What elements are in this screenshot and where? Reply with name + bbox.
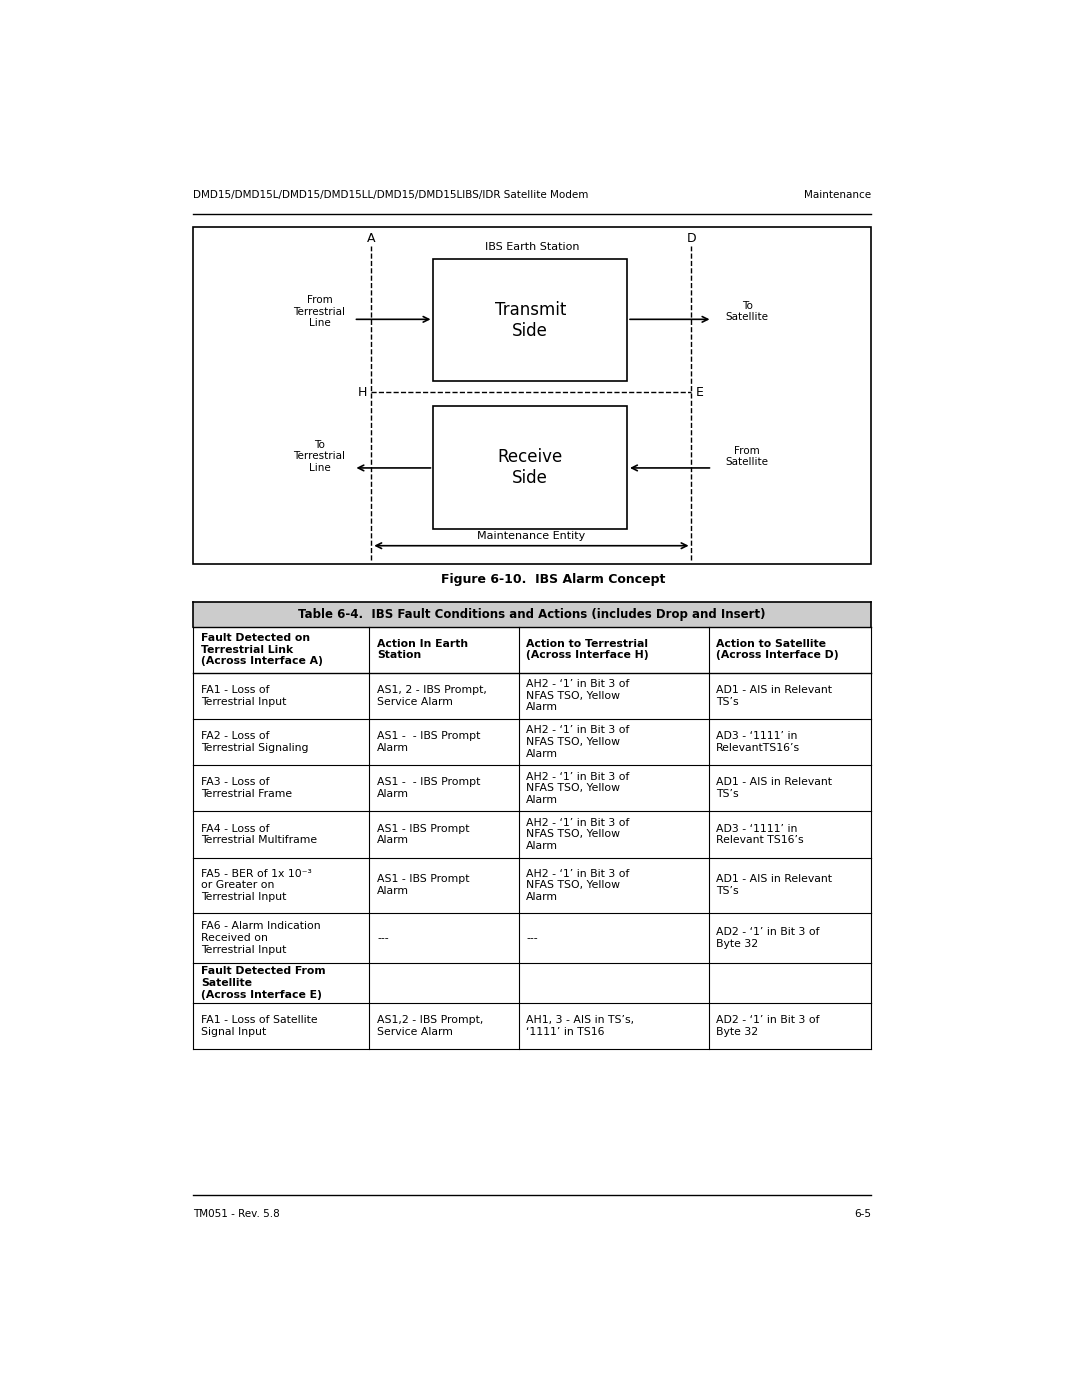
- Text: AD1 - AIS in Relevant
TS’s: AD1 - AIS in Relevant TS’s: [716, 685, 833, 707]
- Text: Action In Earth
Station: Action In Earth Station: [377, 638, 469, 661]
- Text: Action to Satellite
(Across Interface D): Action to Satellite (Across Interface D): [716, 638, 839, 661]
- Text: AD2 - ‘1’ in Bit 3 of
Byte 32: AD2 - ‘1’ in Bit 3 of Byte 32: [716, 928, 820, 949]
- Text: AD3 - ‘1111’ in
RelevantTS16’s: AD3 - ‘1111’ in RelevantTS16’s: [716, 731, 800, 753]
- Text: FA6 - Alarm Indication
Received on
Terrestrial Input: FA6 - Alarm Indication Received on Terre…: [201, 922, 321, 954]
- Text: D: D: [687, 232, 697, 244]
- Text: Action to Terrestrial
(Across Interface H): Action to Terrestrial (Across Interface …: [526, 638, 649, 661]
- Text: AH2 - ‘1’ in Bit 3 of
NFAS TSO, Yellow
Alarm: AH2 - ‘1’ in Bit 3 of NFAS TSO, Yellow A…: [526, 679, 630, 712]
- Text: FA4 - Loss of
Terrestrial Multiframe: FA4 - Loss of Terrestrial Multiframe: [201, 824, 318, 845]
- Text: Fault Detected on
Terrestrial Link
(Across Interface A): Fault Detected on Terrestrial Link (Acro…: [201, 633, 323, 666]
- Text: AS1 -  - IBS Prompt
Alarm: AS1 - - IBS Prompt Alarm: [377, 731, 481, 753]
- FancyBboxPatch shape: [433, 407, 627, 529]
- Text: AH2 - ‘1’ in Bit 3 of
NFAS TSO, Yellow
Alarm: AH2 - ‘1’ in Bit 3 of NFAS TSO, Yellow A…: [526, 771, 630, 805]
- Text: AH2 - ‘1’ in Bit 3 of
NFAS TSO, Yellow
Alarm: AH2 - ‘1’ in Bit 3 of NFAS TSO, Yellow A…: [526, 817, 630, 851]
- Text: FA1 - Loss of Satellite
Signal Input: FA1 - Loss of Satellite Signal Input: [201, 1016, 318, 1037]
- Text: Receive
Side: Receive Side: [498, 448, 563, 488]
- Text: AS1, 2 - IBS Prompt,
Service Alarm: AS1, 2 - IBS Prompt, Service Alarm: [377, 685, 487, 707]
- Text: AS1 -  - IBS Prompt
Alarm: AS1 - - IBS Prompt Alarm: [377, 778, 481, 799]
- Text: From
Terrestrial
Line: From Terrestrial Line: [294, 295, 346, 328]
- Text: Maintenance: Maintenance: [805, 190, 872, 200]
- Text: AS1,2 - IBS Prompt,
Service Alarm: AS1,2 - IBS Prompt, Service Alarm: [377, 1016, 484, 1037]
- Text: A: A: [367, 232, 376, 244]
- Text: AD1 - AIS in Relevant
TS’s: AD1 - AIS in Relevant TS’s: [716, 778, 833, 799]
- Text: AD1 - AIS in Relevant
TS’s: AD1 - AIS in Relevant TS’s: [716, 875, 833, 895]
- Text: AH2 - ‘1’ in Bit 3 of
NFAS TSO, Yellow
Alarm: AH2 - ‘1’ in Bit 3 of NFAS TSO, Yellow A…: [526, 869, 630, 902]
- Text: To
Terrestrial
Line: To Terrestrial Line: [294, 440, 346, 474]
- Text: From
Satellite: From Satellite: [726, 446, 769, 467]
- Text: ---: ---: [526, 933, 538, 943]
- Text: AD2 - ‘1’ in Bit 3 of
Byte 32: AD2 - ‘1’ in Bit 3 of Byte 32: [716, 1016, 820, 1037]
- Text: ---: ---: [377, 933, 389, 943]
- Text: FA3 - Loss of
Terrestrial Frame: FA3 - Loss of Terrestrial Frame: [201, 778, 292, 799]
- Text: DMD15/DMD15L/DMD15/DMD15LL/DMD15/DMD15LIBS/IDR Satellite Modem: DMD15/DMD15L/DMD15/DMD15LL/DMD15/DMD15LI…: [193, 190, 589, 200]
- Text: IBS Earth Station: IBS Earth Station: [485, 242, 579, 251]
- Text: H: H: [359, 386, 367, 400]
- Text: Figure 6-10.  IBS Alarm Concept: Figure 6-10. IBS Alarm Concept: [442, 573, 665, 587]
- Text: FA5 - BER of 1x 10⁻³
or Greater on
Terrestrial Input: FA5 - BER of 1x 10⁻³ or Greater on Terre…: [201, 869, 312, 902]
- Text: Fault Detected From
Satellite
(Across Interface E): Fault Detected From Satellite (Across In…: [201, 967, 325, 1000]
- Text: AS1 - IBS Prompt
Alarm: AS1 - IBS Prompt Alarm: [377, 824, 470, 845]
- Text: E: E: [696, 386, 703, 400]
- Text: AH2 - ‘1’ in Bit 3 of
NFAS TSO, Yellow
Alarm: AH2 - ‘1’ in Bit 3 of NFAS TSO, Yellow A…: [526, 725, 630, 759]
- Text: 6-5: 6-5: [854, 1208, 872, 1218]
- Text: TM051 - Rev. 5.8: TM051 - Rev. 5.8: [193, 1208, 280, 1218]
- Text: AS1 - IBS Prompt
Alarm: AS1 - IBS Prompt Alarm: [377, 875, 470, 895]
- Text: To
Satellite: To Satellite: [726, 300, 769, 323]
- Text: FA2 - Loss of
Terrestrial Signaling: FA2 - Loss of Terrestrial Signaling: [201, 731, 309, 753]
- Text: Transmit
Side: Transmit Side: [495, 300, 566, 339]
- FancyBboxPatch shape: [433, 260, 627, 381]
- FancyBboxPatch shape: [193, 226, 872, 564]
- Text: AD3 - ‘1111’ in
Relevant TS16’s: AD3 - ‘1111’ in Relevant TS16’s: [716, 824, 804, 845]
- FancyBboxPatch shape: [193, 602, 872, 627]
- Text: AH1, 3 - AIS in TS’s,
‘1111’ in TS16: AH1, 3 - AIS in TS’s, ‘1111’ in TS16: [526, 1016, 635, 1037]
- Text: Maintenance Entity: Maintenance Entity: [477, 531, 585, 541]
- Text: Table 6-4.  IBS Fault Conditions and Actions (includes Drop and Insert): Table 6-4. IBS Fault Conditions and Acti…: [298, 608, 766, 620]
- Text: FA1 - Loss of
Terrestrial Input: FA1 - Loss of Terrestrial Input: [201, 685, 286, 707]
